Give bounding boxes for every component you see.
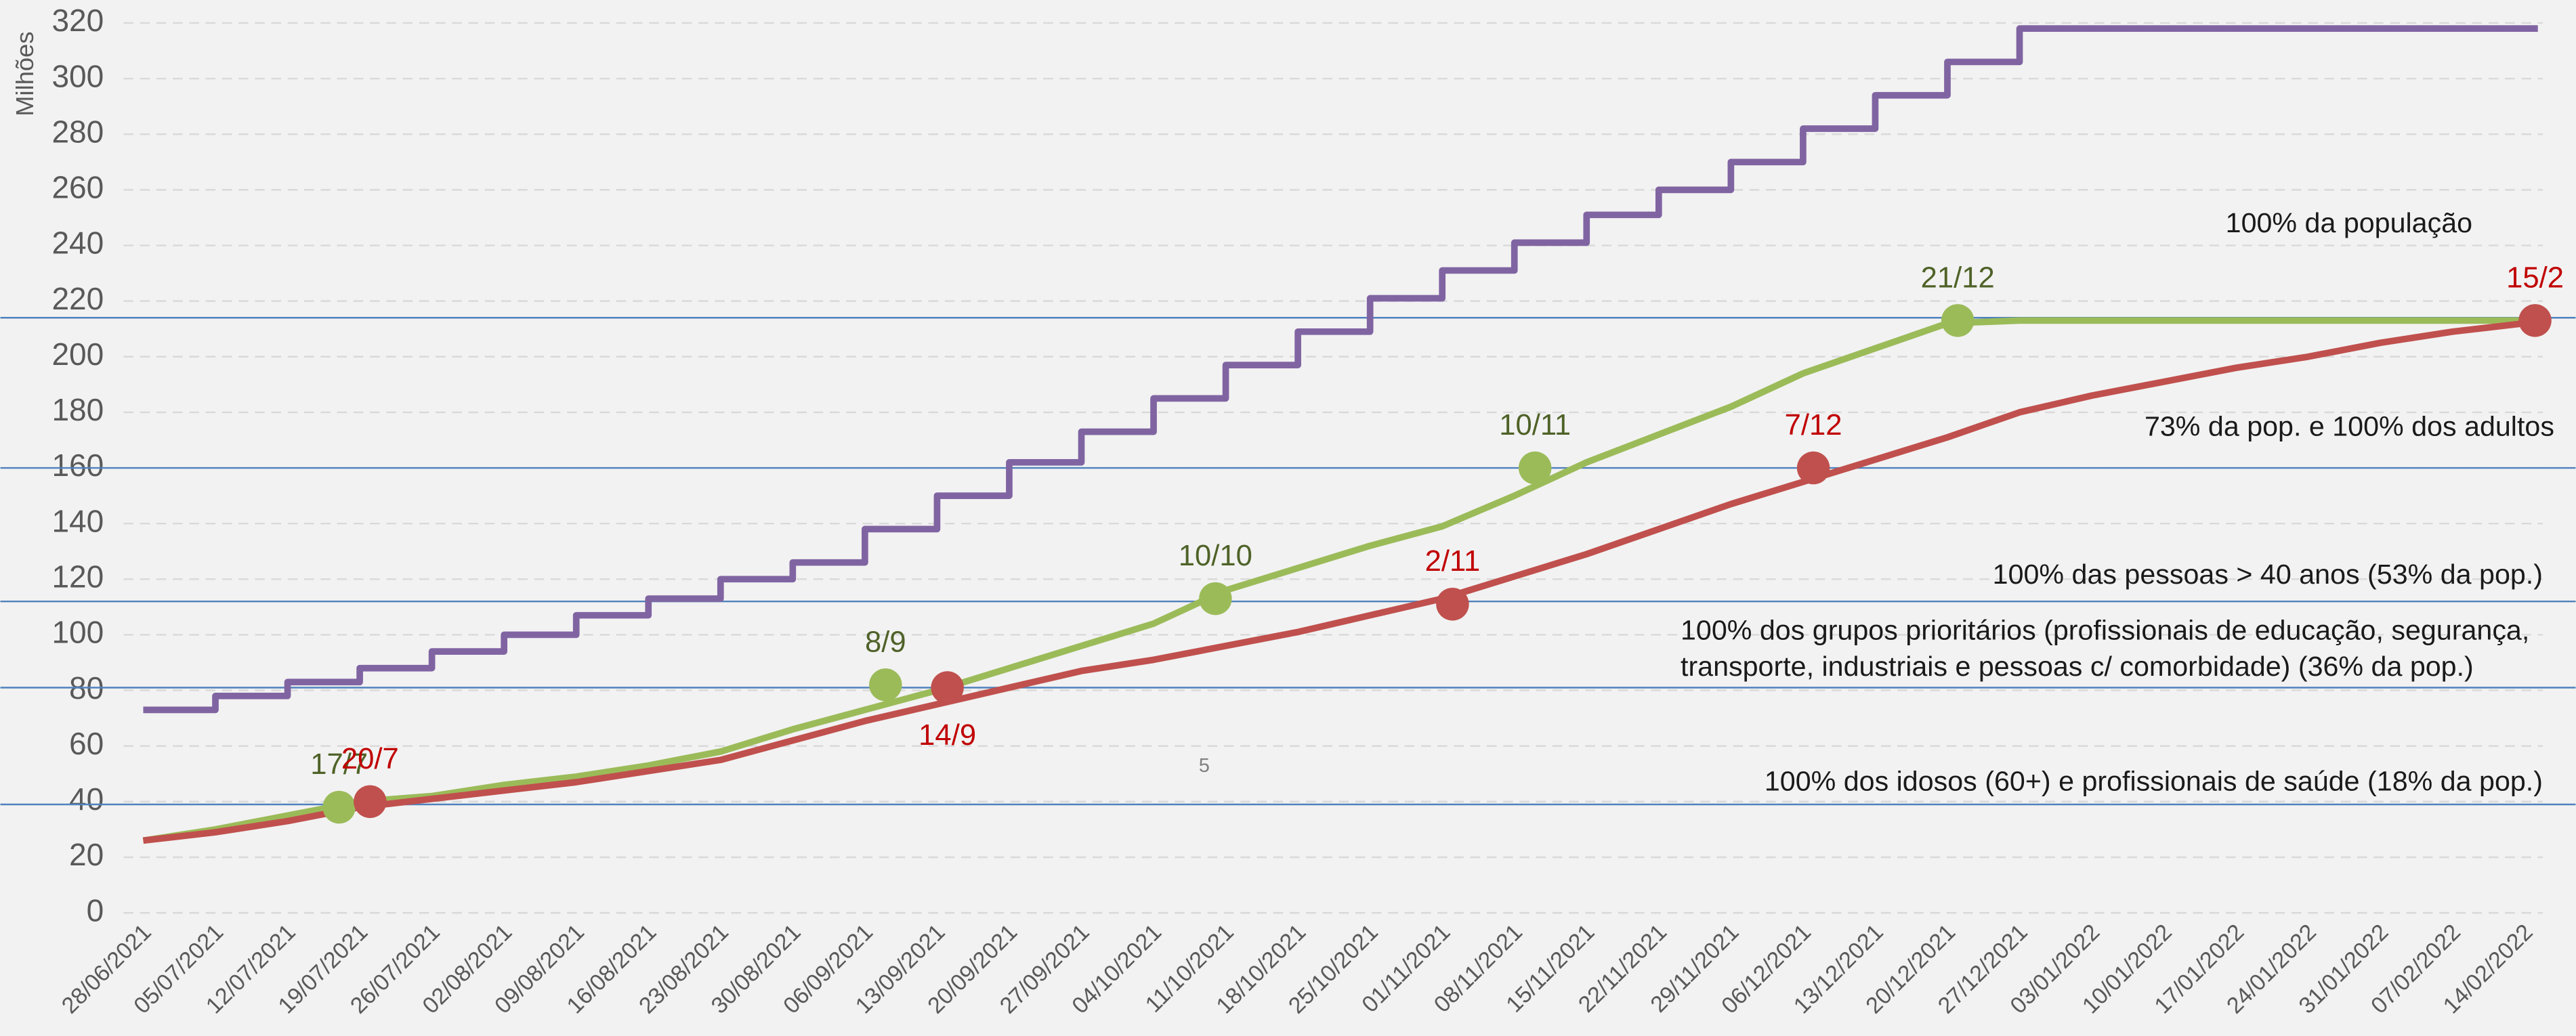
annotation: 100% das pessoas > 40 anos (53% da pop.) — [1993, 559, 2543, 590]
milestone-label: 17/7 — [310, 748, 368, 781]
annotation: transporte, industriais e pessoas c/ com… — [1681, 651, 2474, 682]
y-axis-label: Milhões — [11, 31, 39, 116]
note: 5 — [1199, 755, 1210, 777]
milestone-marker — [1941, 304, 1975, 337]
y-tick-label: 140 — [51, 503, 104, 538]
y-tick-label: 200 — [51, 337, 104, 372]
milestone-marker — [931, 671, 964, 704]
y-tick-label: 180 — [51, 392, 104, 427]
milestone-marker — [1436, 588, 1469, 621]
y-tick-label: 40 — [69, 781, 104, 817]
y-tick-label: 240 — [51, 225, 104, 261]
milestone-label: 20/7 — [341, 742, 399, 775]
y-tick-label: 260 — [51, 170, 104, 205]
y-tick-label: 120 — [51, 559, 104, 594]
milestone-marker — [1796, 451, 1830, 485]
annotation: 73% da pop. e 100% dos adultos — [2145, 411, 2554, 442]
series-line — [142, 317, 2538, 844]
milestone-label: 14/9 — [919, 718, 976, 752]
milestone-marker — [1518, 451, 1552, 485]
y-tick-label: 20 — [69, 837, 104, 872]
milestone-marker — [2518, 304, 2552, 337]
milestone-marker — [1199, 582, 1232, 616]
y-tick-label: 60 — [69, 726, 104, 761]
y-tick-label: 160 — [51, 448, 104, 483]
milestone-label: 8/9 — [865, 625, 906, 658]
annotation: 100% da população — [2226, 207, 2472, 238]
milestone-marker — [869, 668, 902, 702]
y-tick-label: 280 — [51, 114, 104, 149]
milestone-label: 10/11 — [1499, 408, 1571, 441]
series-line — [143, 25, 2538, 714]
milestone-label: 10/10 — [1179, 539, 1252, 572]
milestone-label: 15/2 — [2506, 261, 2564, 294]
annotation: 100% dos grupos prioritários (profission… — [1681, 614, 2529, 645]
y-tick-label: 0 — [87, 892, 104, 928]
milestone-label: 2/11 — [1425, 544, 1481, 578]
y-tick-label: 220 — [51, 281, 104, 316]
milestone-marker — [354, 785, 387, 819]
y-tick-label: 100 — [51, 615, 104, 650]
y-tick-label: 320 — [51, 3, 104, 38]
milestone-label: 21/12 — [1921, 261, 1995, 294]
milestone-label: 7/12 — [1785, 408, 1842, 441]
milestone-marker — [322, 790, 356, 824]
y-tick-label: 300 — [51, 58, 104, 93]
series-line — [142, 320, 2538, 844]
annotation: 100% dos idosos (60+) e profissionais de… — [1765, 765, 2543, 796]
